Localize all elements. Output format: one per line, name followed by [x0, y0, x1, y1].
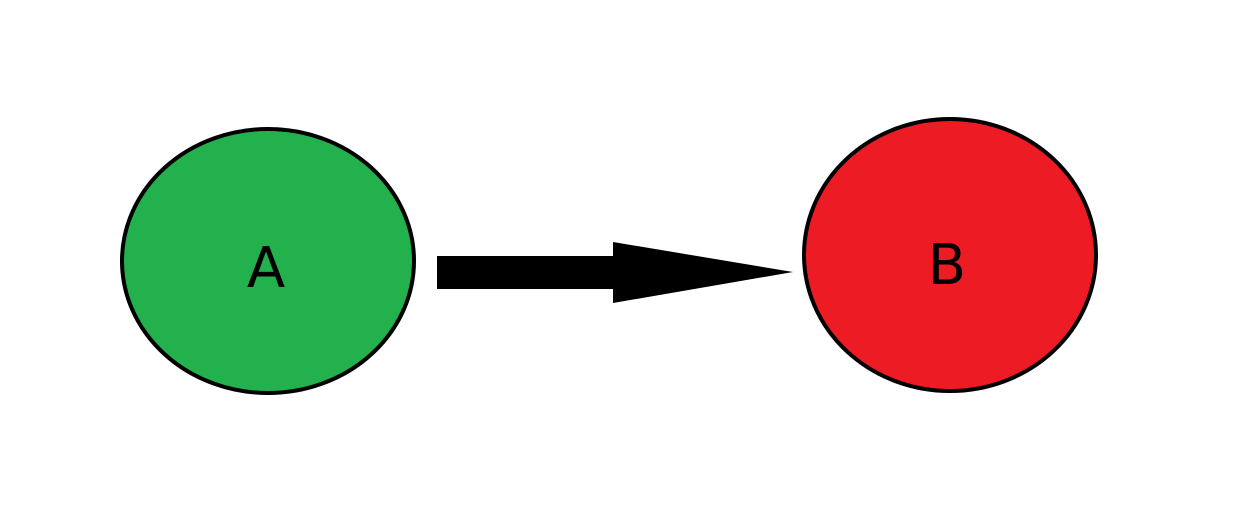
arrow-head: [613, 242, 793, 303]
node-b: B: [802, 117, 1098, 393]
node-b-circle: [802, 117, 1098, 393]
node-b-label: B: [928, 233, 966, 298]
node-a-circle: [120, 127, 416, 395]
node-a: A: [120, 127, 416, 395]
node-a-label: A: [247, 236, 285, 301]
arrow-a-to-b: [437, 242, 793, 303]
arrow-shaft: [437, 256, 617, 289]
